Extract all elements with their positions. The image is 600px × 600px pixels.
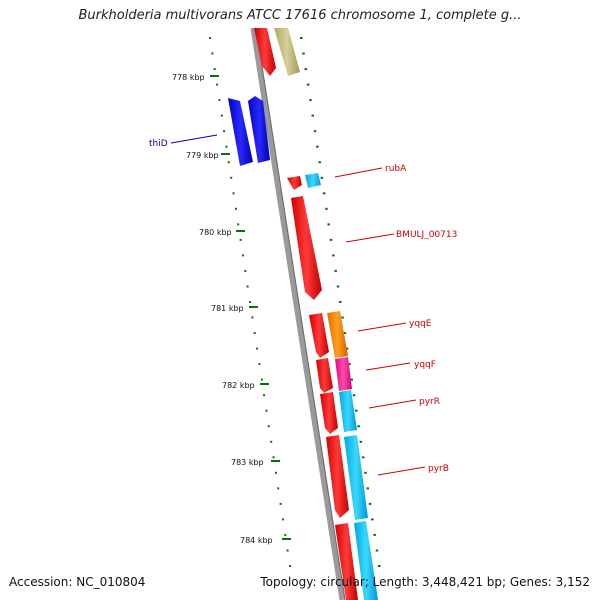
gene-label-yqqF[interactable]: yqqF <box>414 360 436 370</box>
tick-label: 782 kbp <box>222 381 255 390</box>
accession-text: Accession: NC_010804 <box>9 575 146 589</box>
tick-label: 783 kbp <box>231 458 264 467</box>
gene-label-pyrB[interactable]: pyrB <box>428 464 449 474</box>
gene-thiD[interactable] <box>228 96 270 166</box>
gene-rubA-red[interactable] <box>287 176 302 190</box>
chromosome-backbone-shadow <box>255 27 346 600</box>
chromosome-backbone <box>250 27 345 600</box>
tick-labels: 778 kbp 779 kbp 780 kbp 781 kbp 782 kbp … <box>172 73 273 545</box>
gene-label-pyrR[interactable]: pyrR <box>419 397 440 407</box>
gene-rubA-cyan[interactable] <box>305 173 321 188</box>
left-tick-rail <box>209 37 291 567</box>
yqqF-leader <box>365 362 411 371</box>
tick-label: 780 kbp <box>199 228 232 237</box>
tick-label: 781 kbp <box>211 304 244 313</box>
thiD-leader <box>170 134 218 144</box>
gene-pyrR-cyan[interactable] <box>339 390 357 432</box>
gene-label-yqqE[interactable]: yqqE <box>409 319 432 329</box>
gene-pyrR-red[interactable] <box>320 392 338 434</box>
genome-stats-text: Topology: circular; Length: 3,448,421 bp… <box>260 575 590 589</box>
gene-yqqE-orange[interactable] <box>327 311 348 358</box>
gene-red-top[interactable] <box>254 28 276 76</box>
gene-yqqF-magenta[interactable] <box>335 357 352 391</box>
gene-yqqE-red[interactable] <box>309 313 329 358</box>
gene-BMULJ_00713[interactable] <box>291 196 322 300</box>
pyrB-leader <box>377 466 426 476</box>
gene-tan-top[interactable] <box>274 28 300 76</box>
gene-yqqF-red[interactable] <box>316 358 333 393</box>
yqqE-leader <box>357 322 407 332</box>
gene-cyan-bottom[interactable] <box>354 521 378 600</box>
tick-label: 784 kbp <box>240 536 273 545</box>
gene-label-BMULJ_00713[interactable]: BMULJ_00713 <box>396 230 457 240</box>
rubA-leader <box>334 167 383 178</box>
gene-label-thiD[interactable]: thiD <box>149 139 168 149</box>
gene-pyrB-cyan[interactable] <box>344 435 368 520</box>
gene-pyrB-red[interactable] <box>326 435 349 518</box>
right-tick-rail <box>300 37 381 567</box>
map-title: Burkholderia multivorans ATCC 17616 chro… <box>78 8 522 23</box>
pyrR-leader <box>368 399 417 409</box>
gene-red-bottom[interactable] <box>335 523 358 600</box>
gene-thiD-block-2 <box>248 96 270 163</box>
tick-label: 779 kbp <box>186 151 219 160</box>
gene-label-rubA[interactable]: rubA <box>385 164 407 174</box>
gene-thiD-block-1 <box>228 98 253 166</box>
BMULJ_00713-leader <box>345 233 395 243</box>
major-ticks <box>210 75 291 540</box>
tick-label: 778 kbp <box>172 73 205 82</box>
